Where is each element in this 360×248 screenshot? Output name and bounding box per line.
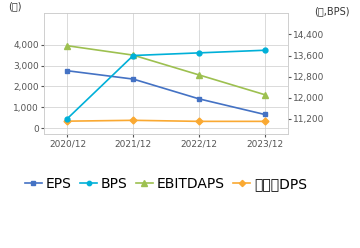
EBITDAPS (65, 44, 69, 47)
EPS (65, 69, 69, 72)
EBITDAPS (197, 73, 201, 76)
BPS (263, 49, 267, 52)
Line: 보통주DPS: 보통주DPS (65, 118, 267, 124)
Line: EBITDAPS: EBITDAPS (64, 43, 268, 98)
보통주DPS (65, 120, 69, 123)
Y-axis label: (원): (원) (8, 1, 22, 11)
Legend: EPS, BPS, EBITDAPS, 보통주DPS: EPS, BPS, EBITDAPS, 보통주DPS (19, 171, 313, 196)
보통주DPS (197, 120, 201, 123)
BPS (131, 54, 135, 57)
EBITDAPS (131, 54, 135, 57)
보통주DPS (131, 119, 135, 122)
BPS (65, 117, 69, 120)
EPS (263, 113, 267, 116)
Line: EPS: EPS (65, 68, 267, 117)
EPS (131, 78, 135, 81)
Line: BPS: BPS (65, 48, 267, 121)
보통주DPS (263, 120, 267, 123)
EBITDAPS (263, 93, 267, 96)
EPS (197, 97, 201, 100)
BPS (197, 51, 201, 54)
Y-axis label: (원,BPS): (원,BPS) (314, 6, 350, 16)
